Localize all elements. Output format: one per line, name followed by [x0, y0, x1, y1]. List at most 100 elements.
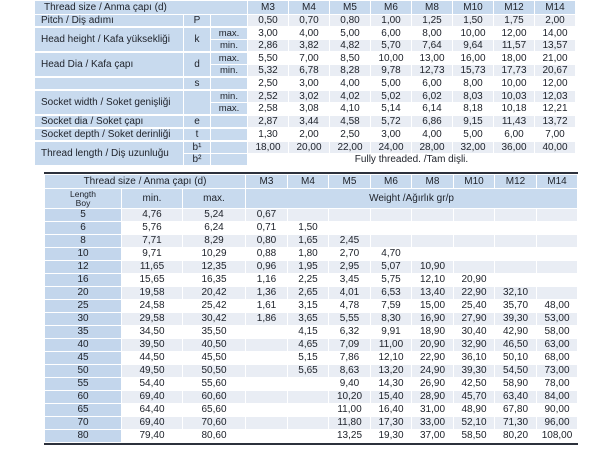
weight-value: [246, 326, 287, 338]
column-header-m3: M3: [248, 1, 288, 14]
weight-subheader-row: Length Boy min. max. Weight /Ağırlık gr/…: [45, 189, 577, 208]
dimension-value: 10,00: [494, 77, 534, 89]
weight-value: 20,90: [461, 274, 487, 285]
weight-value: [288, 378, 328, 390]
weight-value: 36,10: [461, 352, 487, 363]
weight-table-title: Thread size / Anma çapı (d): [45, 175, 245, 188]
length-label-en: Length: [70, 189, 96, 199]
weight-value: 13,40: [412, 287, 453, 299]
dimension-row: Socket dia / Soket çapı e 2,87 3,44 4,58 5,72…: [35, 115, 575, 127]
dimension-row: Head Dia / Kafa çapı d max. 5,50 7,00 8,50 10,…: [35, 52, 575, 76]
weight-value: 12,10: [378, 352, 404, 363]
row-symbol: t: [184, 128, 210, 140]
weight-value: [246, 339, 287, 351]
weight-value: 8,63: [329, 365, 370, 377]
length-value: 35: [45, 326, 121, 338]
length-value: 30: [45, 313, 121, 325]
dimension-value: 2,58: [258, 103, 278, 114]
weight-value: 4,78: [339, 300, 360, 311]
dimension-value: 22,00: [330, 141, 370, 153]
dimension-value: 5,14: [381, 103, 401, 114]
max-value: 20,42: [183, 287, 245, 299]
max-value: 6,24: [204, 222, 224, 233]
row-sublabel: min.: [211, 40, 247, 51]
weight-value: 2,95: [329, 261, 370, 273]
dimension-value: 8,18: [463, 103, 483, 114]
weight-value: [495, 248, 536, 260]
weight-value: [495, 222, 536, 234]
weight-value: 17,30: [371, 417, 411, 429]
dimension-value: 2,00: [535, 15, 575, 26]
weight-value: 67,80: [502, 404, 529, 415]
dimension-value: 8,00: [453, 77, 493, 89]
dimension-value: 5,02: [371, 90, 411, 102]
weight-value: [454, 209, 494, 221]
dimension-value: 12,21: [542, 103, 568, 114]
dimension-value: 8,50: [330, 52, 370, 64]
column-header-m8: M8: [412, 1, 452, 14]
weight-value: [537, 222, 577, 234]
row-symbol: b²: [184, 154, 210, 165]
column-header-m8: M8: [412, 175, 453, 188]
row-symbol: s: [184, 77, 210, 89]
dimension-value: 8,28: [330, 65, 370, 76]
weight-value: 13,20: [371, 365, 411, 377]
weight-value: 35,70: [502, 300, 529, 311]
dimension-value: 11,57: [494, 40, 534, 51]
fully-threaded-note: Fully threaded. /Tam dişli.: [354, 154, 469, 165]
column-header-m5: M5: [329, 175, 370, 188]
min-value: 34,50: [139, 326, 165, 337]
row-sublabel: min.: [211, 90, 247, 102]
dimension-value: 11,43: [494, 115, 534, 127]
min-value: 19,58: [122, 287, 182, 299]
weight-value: 27,90: [454, 313, 494, 325]
dimension-value: 3,00: [289, 77, 329, 89]
weight-value: 24,90: [412, 365, 453, 377]
dimension-value: 13,72: [535, 115, 575, 127]
weight-value: [495, 209, 536, 221]
length-value: 45: [45, 352, 121, 364]
min-value: 39,50: [122, 339, 182, 351]
dimension-value: 4,02: [330, 90, 370, 102]
weight-value: 53,00: [537, 313, 577, 325]
min-value: 24,58: [139, 300, 165, 311]
weight-row: 55 54,40 55,60 9,40 14,30 26,90 42,50 58,90 78,0…: [45, 378, 577, 390]
weight-value: [454, 235, 494, 247]
weight-value: 32,90: [454, 339, 494, 351]
weight-value: 22,90: [454, 287, 494, 299]
dimension-value: 10,00: [371, 52, 411, 64]
dimension-value: 8,03: [453, 90, 493, 102]
dimension-value: 20,67: [535, 65, 575, 76]
dimension-value: 5,00: [330, 27, 370, 39]
weight-row: 60 69,40 60,60 10,20 15,40 28,90 45,70 63,40 84,…: [45, 391, 577, 403]
weight-value: [246, 404, 287, 416]
min-value: 54,40: [139, 378, 165, 389]
dimension-value: 4,58: [330, 115, 370, 127]
weight-value: 2,25: [298, 274, 318, 285]
dimensions-header-row: Thread size / Anma çapı (d) M3 M4 M5 M6 M8 M1…: [35, 1, 575, 14]
weight-value: 48,00: [544, 300, 570, 311]
weight-value: 1,61: [256, 300, 277, 311]
dimension-value: 10,18: [501, 103, 527, 114]
weight-column-header: Weight /Ağırlık gr/p: [246, 189, 577, 208]
dimension-value: 0,70: [289, 15, 329, 26]
dimension-value: 12,00: [494, 27, 534, 39]
dimension-value: 2,52: [248, 90, 288, 102]
dimension-value: 7,00: [289, 52, 329, 64]
dimension-value: 5,00: [453, 128, 493, 140]
weight-value: [329, 209, 370, 221]
dimension-value: 3,02: [289, 90, 329, 102]
dimension-value: 0,80: [330, 15, 370, 26]
weight-value: 4,70: [381, 248, 401, 259]
length-value: 6: [45, 222, 121, 234]
dimension-value: 36,00: [494, 141, 534, 153]
length-value: 10: [45, 248, 121, 260]
dimension-value: 5,70: [371, 40, 411, 51]
row-sublabel: [211, 128, 247, 140]
max-value: 80,60: [201, 430, 227, 441]
dimension-value: 1,75: [494, 15, 534, 26]
weight-value: 52,10: [454, 417, 494, 429]
row-sublabel: max.: [211, 27, 247, 39]
weight-value: 90,00: [544, 404, 570, 415]
dimension-value: 12,73: [412, 65, 452, 76]
